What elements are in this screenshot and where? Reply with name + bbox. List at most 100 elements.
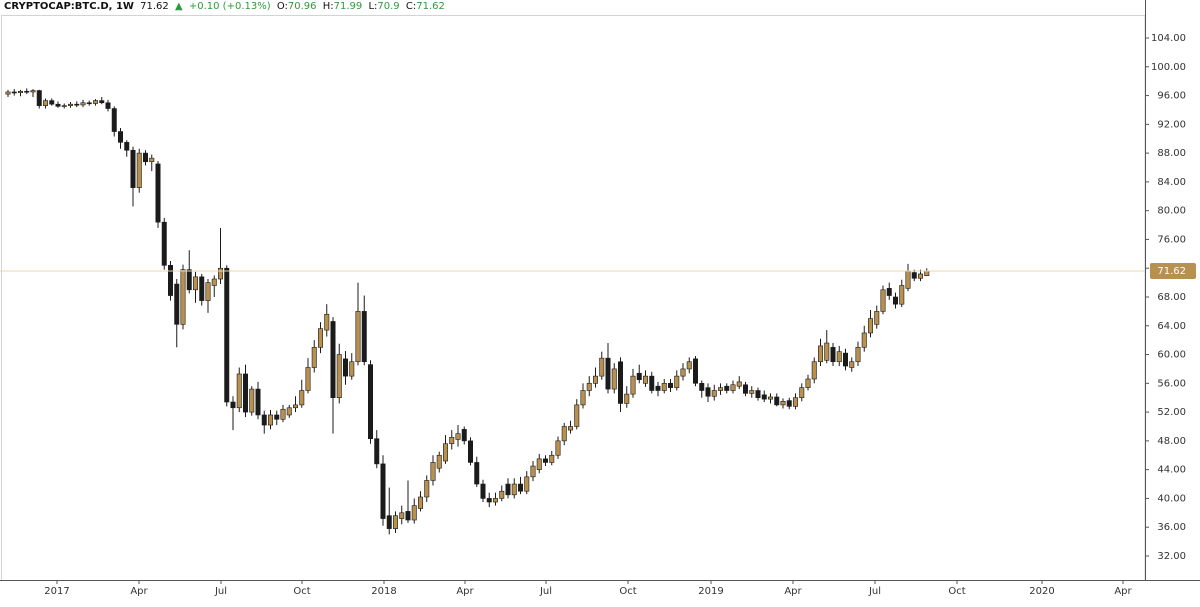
x-tick-label: 2019 <box>698 586 723 597</box>
candle-body <box>549 454 555 463</box>
candle-body <box>524 476 530 492</box>
candle-body <box>24 90 30 93</box>
candle-body <box>692 358 698 384</box>
candle-body <box>249 388 255 413</box>
candle-body <box>611 368 617 390</box>
candle-body <box>5 91 11 95</box>
y-tick-label: 40.00 <box>1157 493 1186 504</box>
candle-body <box>874 311 880 325</box>
candle-body <box>574 404 580 427</box>
candle-body <box>49 100 55 105</box>
candle-body <box>924 270 930 277</box>
candle-body <box>386 515 392 529</box>
candle-body <box>243 373 249 413</box>
y-tick-label: 92.00 <box>1157 119 1186 130</box>
candle-body <box>636 372 642 381</box>
candle-body <box>867 318 873 334</box>
candle-body <box>155 163 161 223</box>
candle-body <box>624 393 630 404</box>
candle-body <box>324 313 330 331</box>
candle-body <box>17 90 23 93</box>
candle-body <box>899 285 905 305</box>
candle-body <box>267 414 273 426</box>
x-tick-label: 2018 <box>371 586 396 597</box>
candle-body <box>342 358 348 377</box>
candle-body <box>93 100 99 104</box>
candle-body <box>317 328 323 348</box>
candle-body <box>80 102 86 106</box>
candle-body <box>717 387 723 391</box>
candle-body <box>105 102 111 109</box>
x-tick-label: Jul <box>214 586 227 597</box>
candle-body <box>374 438 380 465</box>
candle-body <box>118 131 124 143</box>
x-tick-label: Jul <box>539 586 552 597</box>
y-tick-label: 96.00 <box>1157 91 1186 102</box>
candle-body <box>705 387 711 397</box>
candle-body <box>674 375 680 388</box>
candle-body <box>599 357 605 377</box>
candle-body <box>336 354 342 399</box>
candle-body <box>511 483 517 496</box>
y-tick-label: 88.00 <box>1157 148 1186 159</box>
x-tick-label: 2020 <box>1029 586 1054 597</box>
candle-body <box>655 385 661 391</box>
candle-body <box>130 149 136 188</box>
candle-body <box>149 157 155 163</box>
candle-body <box>849 361 855 368</box>
candle-body <box>699 383 705 391</box>
candle-body <box>392 515 398 529</box>
candle-body <box>461 429 467 442</box>
candle-body <box>380 463 386 519</box>
x-tick-label: Oct <box>293 586 310 597</box>
candle-body <box>836 351 842 363</box>
y-tick-label: 68.00 <box>1157 292 1186 303</box>
candle-body <box>561 426 567 442</box>
candle-body <box>630 375 636 395</box>
candle-body <box>480 483 486 499</box>
candle-body <box>467 440 473 463</box>
last-price: 71.62 <box>140 1 169 12</box>
open-label: O: <box>276 1 288 12</box>
candle-body <box>111 108 117 132</box>
candle-body <box>736 381 742 387</box>
candle-body <box>424 480 430 498</box>
candle-body <box>230 401 236 409</box>
candle-body <box>86 102 92 105</box>
x-tick-label: Apr <box>1114 586 1132 597</box>
candle-body <box>805 378 811 388</box>
x-tick-label: 2017 <box>44 586 69 597</box>
candle-body <box>780 401 786 406</box>
legend-header: CRYPTOCAP:BTC.D, 1W 71.62 ▲ +0.10 (+0.13… <box>4 0 448 14</box>
change-arrow: ▲ <box>174 1 183 12</box>
candle-body <box>667 383 673 388</box>
low-value: 70.9 <box>377 1 400 12</box>
candle-body <box>349 361 355 377</box>
candle-body <box>199 276 205 301</box>
candle-body <box>892 296 898 305</box>
y-tick-label: 104.00 <box>1151 33 1186 44</box>
candle-body <box>55 103 61 107</box>
y-tick-label: 64.00 <box>1157 321 1186 332</box>
candle-body <box>811 361 817 380</box>
candle-body <box>536 458 542 470</box>
x-tick-label: Apr <box>784 586 802 597</box>
candle-body <box>661 383 667 391</box>
candle-body <box>42 100 48 106</box>
candle-body <box>492 498 498 503</box>
candle-body <box>68 103 74 106</box>
candle-body <box>292 404 298 409</box>
candle-body <box>730 384 736 391</box>
candle-body <box>505 483 511 496</box>
candle-body <box>855 347 861 363</box>
candle-body <box>830 347 836 363</box>
candle-body <box>143 152 149 163</box>
candle-body <box>168 265 174 296</box>
candle-body <box>61 105 67 107</box>
candle-body <box>11 91 17 94</box>
candle-body <box>280 408 286 420</box>
plot-frame <box>1 15 1146 581</box>
y-tick-label: 84.00 <box>1157 177 1186 188</box>
symbol: CRYPTOCAP:BTC.D, 1W <box>4 1 134 12</box>
